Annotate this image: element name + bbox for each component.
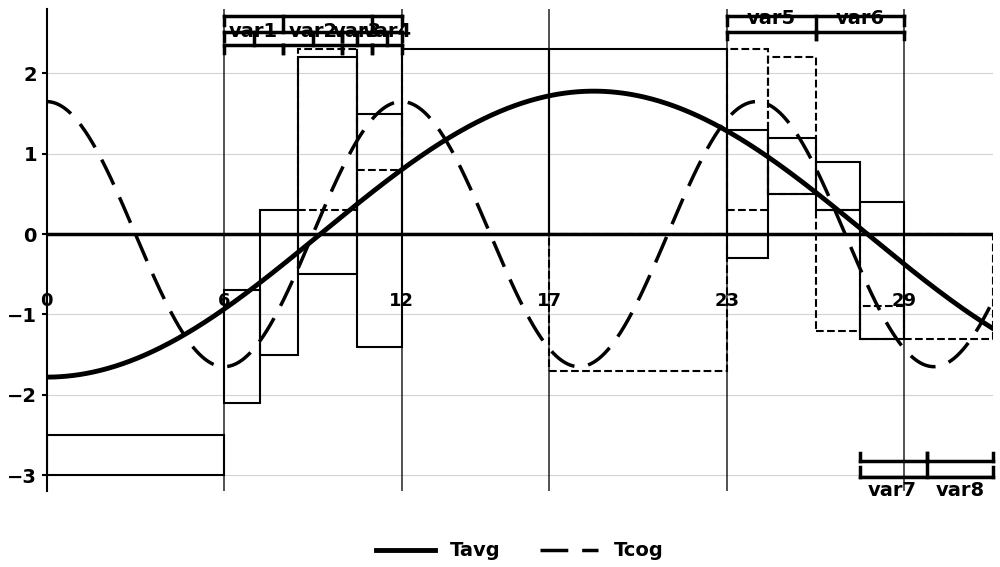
Bar (768, 138, 816, 194)
Text: var7: var7 (868, 481, 917, 500)
Text: 23: 23 (714, 292, 739, 310)
Bar (224, 290, 260, 403)
Text: 29: 29 (892, 292, 917, 310)
Bar (904, 234, 993, 338)
Text: 0: 0 (40, 292, 53, 310)
Text: var1: var1 (229, 22, 278, 41)
Bar (402, 49, 549, 234)
Bar (860, 202, 904, 338)
Text: 17: 17 (537, 292, 562, 310)
Bar (260, 210, 298, 354)
Text: var5: var5 (747, 9, 796, 28)
Bar (47, 435, 224, 475)
Text: var2: var2 (288, 22, 337, 41)
Bar (768, 57, 816, 194)
Text: var4: var4 (362, 22, 411, 41)
Bar (298, 57, 357, 274)
Text: var3: var3 (333, 22, 382, 41)
Bar (549, 234, 727, 371)
Bar (816, 162, 860, 210)
Text: var6: var6 (835, 9, 885, 28)
Bar (357, 33, 402, 170)
Bar (357, 113, 402, 346)
Bar (860, 306, 904, 338)
Bar (816, 210, 860, 331)
Text: 6: 6 (218, 292, 230, 310)
Bar (727, 130, 768, 258)
Text: var8: var8 (936, 481, 985, 500)
Bar (298, 49, 357, 210)
Bar (549, 49, 727, 234)
Bar (727, 49, 768, 210)
Text: 12: 12 (389, 292, 414, 310)
Legend: Tavg, Tcog: Tavg, Tcog (369, 534, 671, 567)
